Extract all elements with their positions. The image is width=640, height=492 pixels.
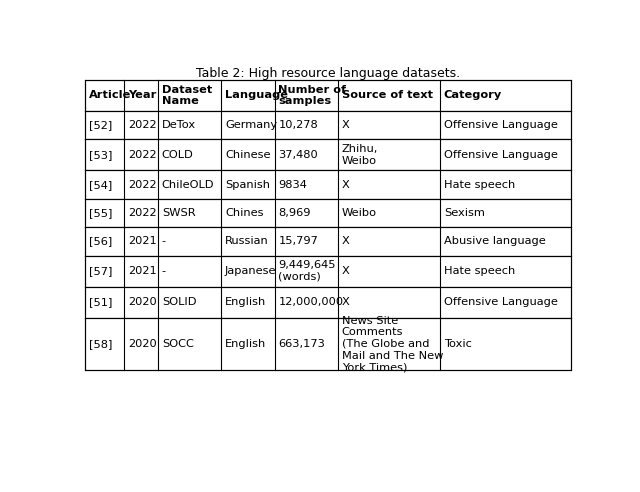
Text: Source of text: Source of text — [342, 91, 433, 100]
Text: English: English — [225, 339, 266, 349]
Bar — [85, 139, 571, 170]
Text: Spanish: Spanish — [225, 180, 270, 189]
Text: Offensive Language: Offensive Language — [444, 150, 557, 160]
Text: Japanese: Japanese — [225, 266, 276, 276]
Text: Category: Category — [444, 91, 502, 100]
Text: Language: Language — [225, 91, 288, 100]
Bar — [85, 318, 571, 370]
Text: Sexism: Sexism — [444, 208, 484, 218]
Bar — [85, 170, 571, 199]
Text: 10,278: 10,278 — [278, 120, 318, 130]
Text: [58]: [58] — [89, 339, 112, 349]
Text: 9,449,645
(words): 9,449,645 (words) — [278, 260, 336, 282]
Text: 2022: 2022 — [128, 180, 156, 189]
Text: 2021: 2021 — [128, 266, 157, 276]
Text: [52]: [52] — [89, 120, 112, 130]
Text: -: - — [162, 237, 166, 246]
Text: [55]: [55] — [89, 208, 112, 218]
Text: X: X — [342, 237, 349, 246]
Text: 2021: 2021 — [128, 237, 157, 246]
Text: Chines: Chines — [225, 208, 264, 218]
Text: [53]: [53] — [89, 150, 112, 160]
Text: Toxic: Toxic — [444, 339, 472, 349]
Text: Table 2: High resource language datasets.: Table 2: High resource language datasets… — [196, 67, 460, 80]
Text: X: X — [342, 120, 349, 130]
Text: -: - — [162, 266, 166, 276]
Text: 663,173: 663,173 — [278, 339, 325, 349]
Text: Number of
samples: Number of samples — [278, 85, 346, 106]
Text: SWSR: SWSR — [162, 208, 195, 218]
Text: 2022: 2022 — [128, 208, 156, 218]
Text: X: X — [342, 297, 349, 308]
Text: Abusive language: Abusive language — [444, 237, 545, 246]
Text: 2022: 2022 — [128, 150, 156, 160]
Bar — [85, 111, 571, 139]
Bar — [85, 80, 571, 111]
Text: 9834: 9834 — [278, 180, 307, 189]
Text: Russian: Russian — [225, 237, 269, 246]
Text: Chinese: Chinese — [225, 150, 271, 160]
Text: English: English — [225, 297, 266, 308]
Text: 37,480: 37,480 — [278, 150, 318, 160]
Text: DeTox: DeTox — [162, 120, 196, 130]
Bar — [85, 287, 571, 318]
Text: Hate speech: Hate speech — [444, 180, 515, 189]
Text: 2022: 2022 — [128, 120, 156, 130]
Text: SOCC: SOCC — [162, 339, 194, 349]
Text: Germany: Germany — [225, 120, 277, 130]
Text: Offensive Language: Offensive Language — [444, 297, 557, 308]
Text: Zhihu,
Weibo: Zhihu, Weibo — [342, 144, 378, 166]
Text: X: X — [342, 266, 349, 276]
Bar — [85, 199, 571, 227]
Text: Offensive Language: Offensive Language — [444, 120, 557, 130]
Text: COLD: COLD — [162, 150, 193, 160]
Text: 2020: 2020 — [128, 297, 157, 308]
Text: SOLID: SOLID — [162, 297, 196, 308]
Bar — [85, 256, 571, 287]
Text: [51]: [51] — [89, 297, 112, 308]
Text: 12,000,000: 12,000,000 — [278, 297, 344, 308]
Text: Dataset
Name: Dataset Name — [162, 85, 212, 106]
Text: Article: Article — [89, 91, 131, 100]
Text: Weibo: Weibo — [342, 208, 377, 218]
Bar — [85, 227, 571, 256]
Text: [57]: [57] — [89, 266, 112, 276]
Text: Hate speech: Hate speech — [444, 266, 515, 276]
Text: [56]: [56] — [89, 237, 112, 246]
Text: X: X — [342, 180, 349, 189]
Text: Year: Year — [128, 91, 156, 100]
Text: ChileOLD: ChileOLD — [162, 180, 214, 189]
Text: [54]: [54] — [89, 180, 112, 189]
Text: 2020: 2020 — [128, 339, 157, 349]
Text: 8,969: 8,969 — [278, 208, 311, 218]
Text: 15,797: 15,797 — [278, 237, 318, 246]
Text: News Site
Comments
(The Globe and
Mail and The New
York Times): News Site Comments (The Globe and Mail a… — [342, 316, 443, 372]
